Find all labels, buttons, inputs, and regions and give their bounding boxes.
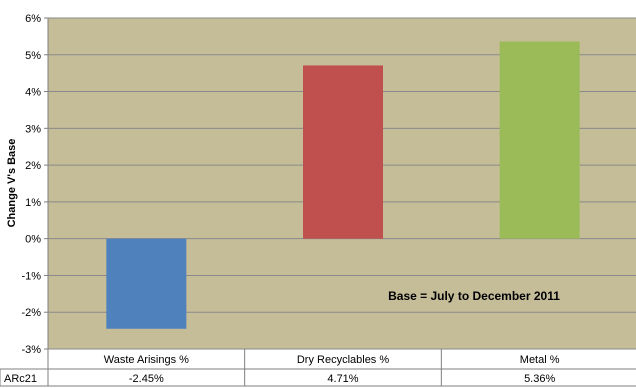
y-tick-label: -1% xyxy=(21,270,41,282)
y-axis-title: Change V's Base xyxy=(6,139,18,228)
category-label: Dry Recyclables % xyxy=(297,354,390,366)
series-name: ARc21 xyxy=(4,373,37,385)
bar xyxy=(499,41,580,239)
bar xyxy=(106,238,187,329)
y-tick-label: 4% xyxy=(25,87,41,99)
data-value: 4.71% xyxy=(327,373,358,385)
y-axis-ticks: -3% -2% -1% 0% 1% 2% 3% 4% 5% 6% xyxy=(21,13,48,356)
category-label: Metal % xyxy=(520,354,560,366)
y-tick-label: 1% xyxy=(25,197,41,209)
y-tick-label: -2% xyxy=(21,307,41,319)
y-tick-label: 3% xyxy=(25,123,41,135)
y-tick-label: 6% xyxy=(25,13,41,25)
y-tick-label: 5% xyxy=(25,50,41,62)
bars xyxy=(106,41,580,329)
data-table: Waste Arisings % Dry Recyclables % Metal %… xyxy=(0,349,636,387)
y-tick-label: -3% xyxy=(21,344,41,356)
category-label: Waste Arisings % xyxy=(104,354,189,366)
annotation: Base = July to December 2011 xyxy=(388,289,560,303)
y-tick-label: 0% xyxy=(25,234,41,246)
y-tick-label: 2% xyxy=(25,160,41,172)
data-value: -2.45% xyxy=(129,373,164,385)
bar xyxy=(303,65,383,239)
data-value: 5.36% xyxy=(524,373,555,385)
